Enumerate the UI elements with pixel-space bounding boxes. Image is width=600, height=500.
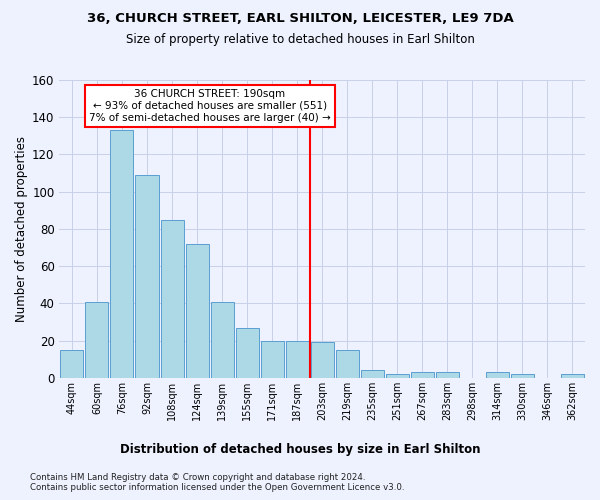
Bar — [486, 372, 509, 378]
Bar — [561, 374, 584, 378]
Bar — [286, 340, 308, 378]
Bar — [161, 220, 184, 378]
Bar — [236, 328, 259, 378]
Text: Contains public sector information licensed under the Open Government Licence v3: Contains public sector information licen… — [30, 482, 404, 492]
Text: Size of property relative to detached houses in Earl Shilton: Size of property relative to detached ho… — [125, 32, 475, 46]
Text: Contains HM Land Registry data © Crown copyright and database right 2024.: Contains HM Land Registry data © Crown c… — [30, 472, 365, 482]
Text: 36, CHURCH STREET, EARL SHILTON, LEICESTER, LE9 7DA: 36, CHURCH STREET, EARL SHILTON, LEICEST… — [86, 12, 514, 26]
Bar — [361, 370, 384, 378]
Bar — [61, 350, 83, 378]
Bar — [211, 302, 233, 378]
Bar — [311, 342, 334, 378]
Bar — [336, 350, 359, 378]
Y-axis label: Number of detached properties: Number of detached properties — [15, 136, 28, 322]
Bar — [85, 302, 109, 378]
Bar — [436, 372, 459, 378]
Bar — [511, 374, 534, 378]
Text: 36 CHURCH STREET: 190sqm
← 93% of detached houses are smaller (551)
7% of semi-d: 36 CHURCH STREET: 190sqm ← 93% of detach… — [89, 90, 331, 122]
Bar — [185, 244, 209, 378]
Bar — [386, 374, 409, 378]
Bar — [260, 340, 284, 378]
Bar — [411, 372, 434, 378]
Text: Distribution of detached houses by size in Earl Shilton: Distribution of detached houses by size … — [120, 442, 480, 456]
Bar — [110, 130, 133, 378]
Bar — [136, 175, 158, 378]
